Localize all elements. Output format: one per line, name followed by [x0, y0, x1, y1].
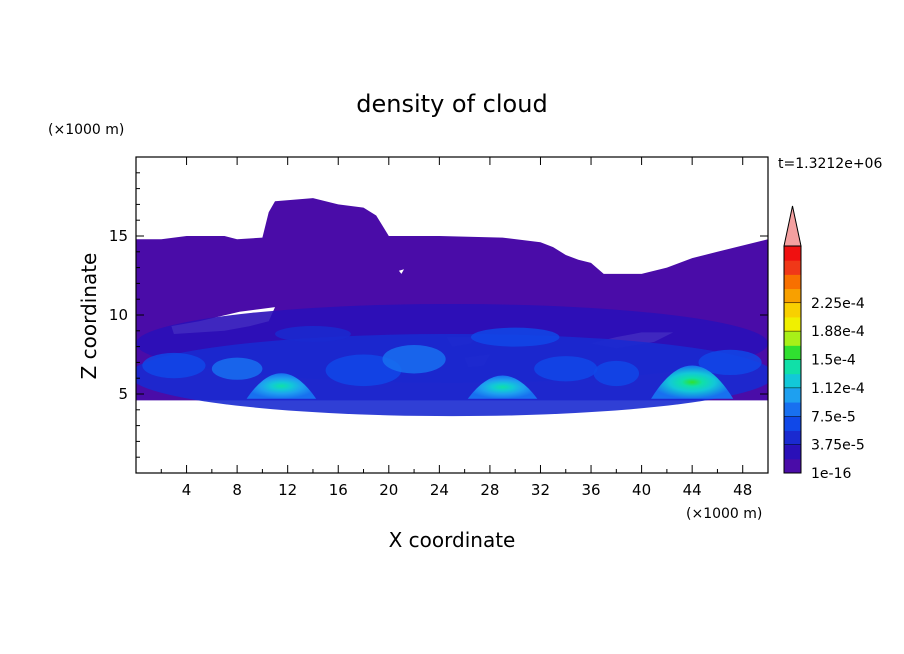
y-axis-label: Z coordinate: [77, 253, 101, 380]
density-patch-7: [211, 357, 263, 380]
colorbar: 2.25e-4 1.88e-4 1.5e-4 1.12e-4 7.5e-5 3.75e-5…: [783, 205, 865, 482]
colorbar-label: 3.75e-5: [811, 438, 865, 454]
colorbar-swatch: [784, 387, 801, 403]
y-tick-label: 15: [109, 227, 128, 245]
colorbar-swatch: [784, 402, 801, 417]
colorbar-swatch: [784, 416, 801, 431]
colorbar-swatch: [784, 359, 801, 375]
density-patch-3: [534, 356, 598, 382]
colorbar-swatch: [784, 345, 801, 360]
density-patch-2: [382, 345, 446, 374]
colorbar-label: 1.88e-4: [811, 324, 865, 340]
density-patch-6: [275, 326, 351, 342]
x-tick-label: 48: [733, 481, 752, 499]
x-unit-label: (×1000 m): [686, 506, 762, 522]
x-tick-label: 28: [480, 481, 499, 499]
y-unit-label: (×1000 m): [48, 122, 124, 138]
colorbar-swatch: [784, 274, 801, 290]
plot-field: [136, 198, 768, 417]
colorbar-swatch: [784, 331, 801, 346]
x-tick-label: 4: [182, 481, 192, 499]
y-tick-label: 5: [118, 385, 128, 403]
x-tick-label: 20: [379, 481, 398, 499]
density-patch-8: [593, 360, 640, 387]
colorbar-swatch: [784, 458, 801, 474]
density-patch-0: [142, 352, 206, 379]
colorbar-extend-arrow: [783, 205, 802, 247]
intensity-core-2: [651, 365, 734, 399]
x-tick-label: 16: [329, 481, 348, 499]
colorbar-label: 7.5e-5: [811, 409, 856, 425]
x-tick-label: 24: [430, 481, 449, 499]
x-tick-label: 32: [531, 481, 550, 499]
time-label: t=1.3212e+06: [778, 156, 882, 172]
density-patch-4: [698, 349, 762, 376]
colorbar-swatch: [784, 260, 801, 275]
x-tick-label: 36: [581, 481, 600, 499]
colorbar-swatch: [784, 430, 801, 446]
intensity-core-0: [246, 373, 317, 399]
colorbar-label: 1.5e-4: [811, 353, 856, 369]
colorbar-swatch: [784, 302, 801, 318]
colorbar-swatch: [784, 246, 801, 261]
colorbar-label: 2.25e-4: [811, 296, 865, 312]
intensity-core-1: [467, 375, 538, 399]
clear-air-gap-3: [398, 269, 404, 274]
density-patch-5: [470, 327, 560, 347]
y-tick-label: 10: [109, 306, 128, 324]
colorbar-swatch: [784, 373, 801, 389]
x-tick-label: 44: [683, 481, 702, 499]
x-tick-label: 12: [278, 481, 297, 499]
colorbar-label: 1.12e-4: [811, 381, 865, 397]
density-patch-1: [325, 354, 402, 387]
x-tick-label: 40: [632, 481, 651, 499]
chart-title: density of cloud: [356, 90, 547, 118]
colorbar-label: 1e-16: [811, 466, 851, 482]
colorbar-swatch: [784, 316, 801, 332]
colorbar-swatch: [784, 288, 801, 304]
x-axis-label: X coordinate: [389, 528, 516, 552]
x-tick-label: 8: [232, 481, 242, 499]
colorbar-swatch: [784, 444, 801, 460]
